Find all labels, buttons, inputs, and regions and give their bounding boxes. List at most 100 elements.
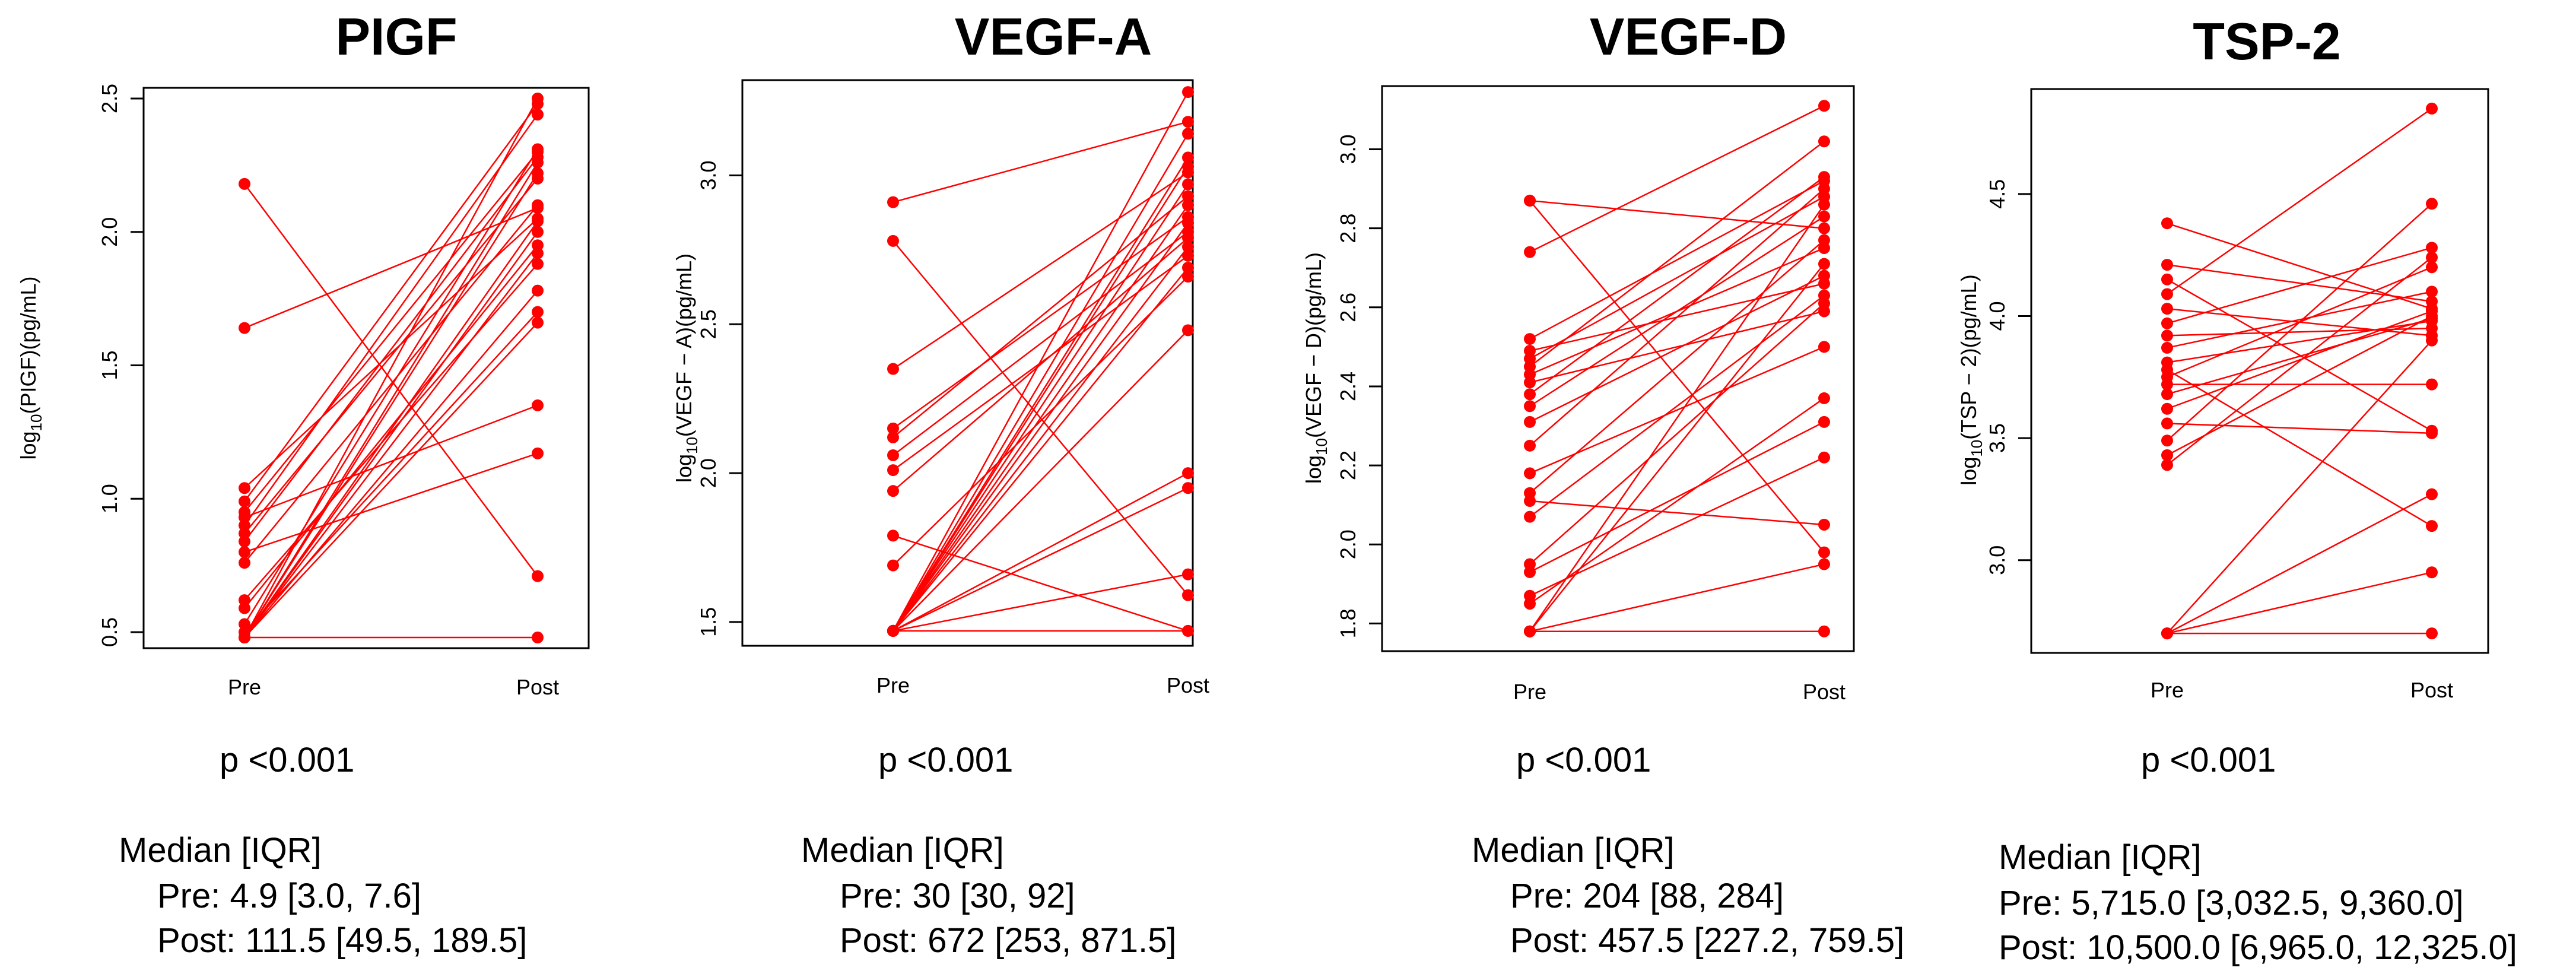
point-post-15 [2426, 427, 2438, 439]
median-header: Median [IQR] [119, 831, 322, 870]
point-pre-11 [239, 557, 250, 569]
series-line-5 [892, 195, 1189, 438]
y-tick-label: 2.5 [696, 309, 720, 339]
median-header: Median [IQR] [1472, 831, 1675, 870]
series-line-8 [244, 178, 538, 534]
point-post-8 [1182, 231, 1194, 244]
series-line-1 [2167, 223, 2432, 310]
series-line-1 [892, 121, 1189, 203]
point-post-11 [532, 199, 544, 211]
series-line-19 [892, 267, 1189, 632]
series-line-13 [1529, 188, 1825, 446]
plot-frame [1381, 85, 1855, 652]
series-line-7 [1529, 141, 1825, 367]
point-post-11 [1818, 210, 1830, 223]
point-pre-4 [2161, 288, 2173, 300]
series-line-21 [892, 472, 1189, 632]
series-line-4 [2167, 107, 2432, 295]
y-tick-label: 3.0 [696, 160, 720, 190]
series-line-23 [892, 573, 1189, 632]
point-pre-5 [887, 431, 899, 443]
point-post-18 [1818, 297, 1830, 310]
x-tick-label-pre: Pre [2151, 678, 2184, 702]
point-post-7 [1182, 249, 1194, 262]
y-tick-label: 3.5 [1985, 423, 2009, 453]
series-line-22 [243, 231, 539, 638]
series-line-22 [2167, 340, 2432, 634]
point-post-24 [1818, 258, 1830, 270]
y-axis-label-subscript: 10 [1968, 440, 1986, 457]
y-tick-label: 2.4 [1336, 372, 1360, 401]
x-tick-label-post: Post [516, 675, 559, 699]
point-post-1 [1818, 546, 1830, 559]
series-line-7 [2167, 327, 2432, 337]
median-pre: Pre: 204 [88, 284] [1510, 877, 1784, 915]
series-line-3 [2167, 278, 2432, 432]
point-post-14 [1818, 341, 1830, 353]
panel-3: VEGF-D 1.8 2.0 2.2 2.4 2.6 2.8 3.0 log10(VEGF − … [1301, 7, 1904, 960]
median-header: Median [IQR] [1999, 838, 2202, 877]
series-line-15 [244, 311, 538, 633]
y-axis-label-prefix: log [16, 431, 40, 459]
point-pre-10 [239, 546, 250, 559]
median-post: Post: 111.5 [49.5, 189.5] [157, 921, 527, 960]
y-tick-label: 1.5 [97, 350, 122, 380]
point-pre-16 [2161, 434, 2173, 447]
series-line-5 [244, 151, 538, 513]
point-post-14 [532, 143, 544, 156]
point-pre-9 [887, 529, 899, 542]
point-pre-2 [887, 234, 899, 247]
point-post-6 [532, 399, 544, 411]
point-pre-3 [2161, 273, 2173, 286]
series-line-16 [892, 204, 1189, 632]
point-post-10 [532, 447, 544, 459]
series-line-14 [892, 157, 1189, 632]
median-post: Post: 10,500.0 [6,965.0, 12,325.0] [1999, 928, 2517, 967]
series-line-4 [243, 103, 539, 502]
y-axis-label-rest: (VEGF − D)(pg/mL) [1301, 252, 1326, 438]
point-post-22 [2426, 334, 2438, 347]
point-post-17 [532, 92, 544, 104]
series-line-10 [1529, 176, 1825, 395]
point-pre-6 [887, 449, 899, 461]
chart-title: VEGF-D [1590, 7, 1787, 66]
y-axis-label-rest: (TSP − 2)(pg/mL) [1956, 274, 1981, 439]
point-post-15 [532, 306, 544, 318]
point-pre-24 [887, 624, 899, 637]
point-post-7 [1818, 135, 1830, 148]
x-tick-label-pre: Pre [1513, 680, 1546, 704]
point-post-5 [1182, 190, 1194, 202]
series-line-24 [1529, 263, 1825, 632]
series-line-15 [2167, 423, 2432, 434]
point-pre-3 [887, 363, 899, 375]
point-post-1 [532, 570, 544, 582]
median-pre: Pre: 4.9 [3.0, 7.6] [157, 877, 421, 915]
series-line-15 [892, 183, 1189, 632]
point-pre-17 [2161, 449, 2173, 461]
point-post-10 [1182, 271, 1194, 283]
y-axis-label-rest: (VEGF − A)(pg/mL) [672, 253, 696, 437]
point-post-18 [2426, 251, 2438, 264]
point-pre-24 [239, 632, 250, 644]
point-pre-3 [1524, 246, 1536, 258]
series-line-24 [244, 252, 538, 638]
chart-title: PIGF [335, 7, 457, 66]
y-axis-label-subscript: 10 [683, 437, 701, 454]
plot-frame [741, 79, 1194, 647]
y-axis-label-subscript: 10 [1313, 438, 1330, 455]
point-post-17 [2426, 310, 2438, 322]
point-post-22 [532, 226, 544, 238]
point-post-17 [1182, 217, 1194, 229]
point-post-14 [1182, 151, 1194, 164]
point-post-21 [532, 316, 544, 329]
point-pre-5 [2161, 303, 2173, 315]
point-post-21 [1182, 467, 1194, 480]
point-pre-2 [1524, 195, 1536, 207]
x-tick-label-pre: Pre [228, 675, 261, 699]
point-post-20 [2426, 566, 2438, 579]
point-post-1 [1182, 116, 1194, 128]
point-post-16 [2426, 198, 2438, 210]
point-post-12 [1818, 269, 1830, 282]
median-pre: Pre: 30 [30, 92] [840, 877, 1075, 915]
point-post-16 [1182, 199, 1194, 211]
